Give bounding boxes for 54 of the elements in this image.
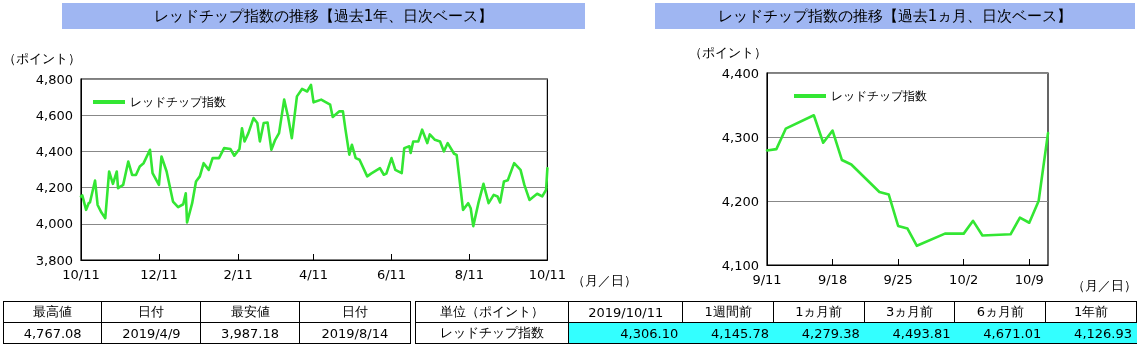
x-axis-title: （月／日） bbox=[572, 273, 637, 288]
x-tick-label: 10/2 bbox=[949, 272, 979, 287]
text: レッドチップ指数 bbox=[415, 322, 569, 344]
category-label: 1ヵ月前 bbox=[773, 301, 865, 323]
text: 2019/8/14 bbox=[321, 325, 389, 341]
x-tick-label: 6/11 bbox=[376, 267, 407, 282]
x-tick-label: 4/11 bbox=[298, 267, 329, 282]
x-tick-label: 10/11 bbox=[62, 267, 100, 282]
line-series bbox=[79, 83, 549, 228]
category-label: 日付 bbox=[299, 301, 411, 323]
x-tick-label: 10/11 bbox=[528, 267, 567, 282]
chart-title: レッドチップ指数の推移【過去1ヵ月、日次ベース】 bbox=[655, 3, 1135, 29]
legend-label: レッドチップ指数 bbox=[130, 95, 226, 109]
y-tick-label: 4,400 bbox=[35, 143, 73, 159]
text: 2019/4/9 bbox=[122, 325, 181, 341]
text: 4,767.08 bbox=[23, 325, 82, 341]
y-axis-title: （ポイント） bbox=[689, 45, 767, 60]
x-tick-label: 12/11 bbox=[140, 267, 178, 282]
y-tick-label: 4,200 bbox=[721, 193, 759, 209]
y-axis-title: （ポイント） bbox=[3, 51, 81, 66]
y-tick-label: 4,300 bbox=[721, 129, 759, 145]
y-tick-label: 4,400 bbox=[721, 65, 759, 81]
line-series bbox=[765, 113, 1050, 248]
y-tick-label: 4,600 bbox=[35, 107, 73, 123]
text: 4,493.81 bbox=[892, 325, 951, 341]
text: 3,987.18 bbox=[221, 325, 279, 341]
category-label: 6ヵ月前 bbox=[954, 301, 1046, 323]
y-tick-label: 3,800 bbox=[35, 252, 73, 268]
text: 単位（ポイント） bbox=[415, 301, 569, 323]
category-label: 1年前 bbox=[1045, 301, 1137, 323]
y-tick-label: 4,100 bbox=[721, 257, 759, 273]
x-tick-label: 9/25 bbox=[883, 272, 913, 287]
chart-title: レッドチップ指数の推移【過去1年、日次ベース】 bbox=[62, 3, 585, 29]
text: 4,671.01 bbox=[983, 325, 1042, 341]
text: 4,145.78 bbox=[711, 325, 769, 341]
category-label: 日付 bbox=[101, 301, 201, 323]
x-tick-label: 10/9 bbox=[1014, 272, 1044, 287]
y-tick-label: 4,800 bbox=[35, 71, 73, 87]
x-tick-label: 8/11 bbox=[454, 267, 485, 282]
x-tick-label: 9/18 bbox=[817, 272, 848, 287]
text: 4,306.10 bbox=[620, 325, 679, 341]
category-label: 3ヵ月前 bbox=[864, 301, 955, 323]
text: 4,279.38 bbox=[801, 325, 860, 341]
y-tick-label: 4,200 bbox=[35, 180, 73, 196]
x-tick-label: 9/11 bbox=[752, 272, 782, 287]
category-label: 最安値 bbox=[200, 301, 300, 323]
category-label: 2019/10/11 bbox=[568, 301, 683, 323]
category-label: 最高値 bbox=[3, 301, 102, 323]
y-tick-label: 4,000 bbox=[35, 216, 73, 232]
x-tick-label: 2/11 bbox=[223, 267, 253, 282]
text: 4,126.93 bbox=[1074, 325, 1132, 341]
x-axis-title: （月／日） bbox=[1072, 278, 1137, 293]
legend-label: レッドチップ指数 bbox=[831, 89, 927, 103]
category-label: 1週間前 bbox=[682, 301, 774, 323]
